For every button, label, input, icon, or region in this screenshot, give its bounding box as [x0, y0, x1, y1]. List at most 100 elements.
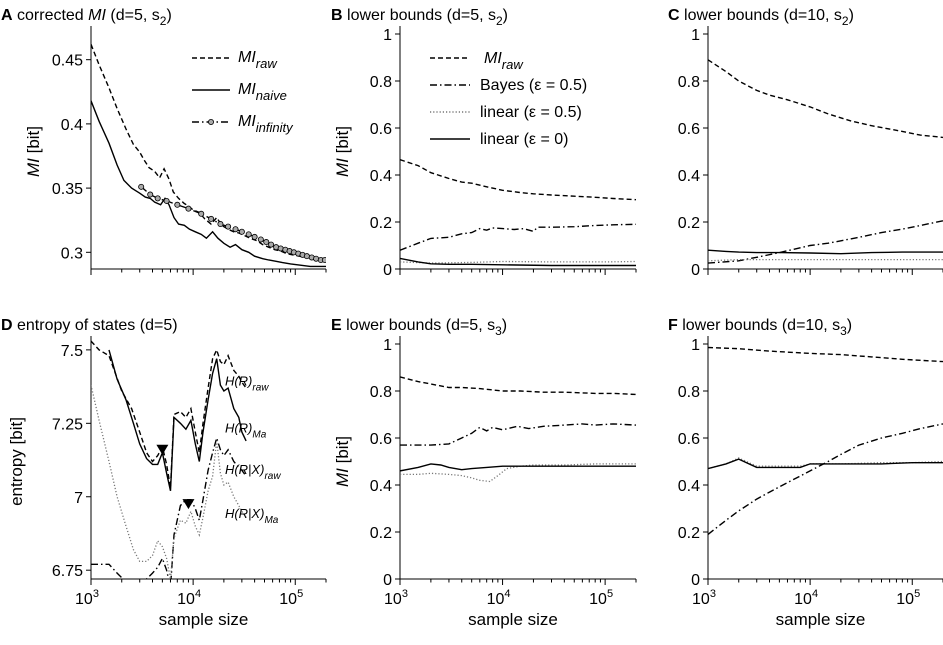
y-axis-label: entropy [bit]	[7, 417, 26, 506]
legend-label: Bayes (ε = 0.5)	[480, 77, 587, 94]
legend-label: MIinfinity	[238, 113, 294, 135]
y-tick-label: 0.2	[678, 525, 700, 542]
series-line-dashed	[708, 346, 943, 363]
y-tick-label: 0.6	[370, 121, 392, 138]
x-axis-label: sample size	[776, 610, 866, 629]
legend-label: MIraw	[238, 49, 278, 71]
legend: MIraw MInaive MIinfinity	[192, 49, 294, 135]
series-line-Ma	[108, 349, 247, 492]
panel-B: B lower bounds (d=5, s2) 0 0.2 0.4 0.6 0.8 1 MI…	[331, 7, 637, 279]
series-label: H(R)raw	[225, 374, 269, 394]
panel-title: B lower bounds (d=5, s2)	[331, 7, 508, 28]
y-tick-label: 0.8	[678, 74, 700, 91]
plot-area	[91, 44, 326, 268]
y-axis-label: MI [bit]	[333, 436, 352, 487]
y-tick-label: 1	[383, 337, 392, 354]
y-tick-label: 7.25	[52, 416, 83, 433]
x-tick-label: 103	[384, 588, 408, 608]
data-point-marker	[185, 205, 192, 212]
y-tick-label: 0.6	[678, 121, 700, 138]
series-line-solid	[708, 249, 943, 255]
y-tick-label: 0.8	[370, 384, 392, 401]
panel-A: A corrected MI (d=5, s2) 0.3 0.35 0.4 0.45 MI…	[1, 7, 327, 275]
y-tick-label: 0	[383, 572, 392, 589]
series-line-solid	[708, 458, 943, 470]
series-line-dashdot	[708, 220, 943, 264]
legend-label: linear (ε = 0)	[480, 131, 569, 148]
series-line-dashed	[400, 376, 636, 396]
legend: MIraw Bayes (ε = 0.5) linear (ε = 0.5) line…	[430, 50, 587, 148]
y-tick-label: 0	[691, 572, 700, 589]
data-point-marker	[232, 226, 239, 233]
plot-area	[400, 159, 636, 267]
legend-label: MIraw	[484, 50, 524, 72]
y-axis-label: MI [bit]	[24, 126, 43, 177]
x-tick-label: 105	[589, 588, 613, 608]
series-line-dashdot	[400, 423, 636, 446]
series-line-dashdot	[400, 223, 636, 251]
y-axis-label: MI [bit]	[333, 126, 352, 177]
x-axis-label: sample size	[159, 610, 249, 629]
data-point-marker	[245, 231, 252, 238]
data-point-marker	[257, 236, 264, 243]
y-tick-label: 1	[691, 27, 700, 44]
y-tick-label: 0.35	[52, 181, 83, 198]
x-tick-label: 103	[75, 588, 99, 608]
panel-title: E lower bounds (d=5, s3)	[331, 317, 507, 338]
panel-title: A corrected MI (d=5, s2)	[1, 7, 172, 28]
y-tick-label: 0.2	[678, 215, 700, 232]
data-point-marker	[303, 253, 310, 260]
panel-E: E lower bounds (d=5, s3) 0 0.2 0.4 0.6 0.8 1 10…	[331, 317, 637, 629]
x-tick-label: 105	[896, 588, 920, 608]
data-point-marker	[238, 228, 245, 235]
y-tick-label: 0.2	[370, 215, 392, 232]
y-tick-label: 0.45	[52, 53, 83, 70]
data-point-marker	[163, 197, 170, 204]
data-point-marker	[147, 191, 154, 198]
panel-C: C lower bounds (d=10, s2) 0 0.2 0.4 0.6 0.8 1	[668, 7, 943, 279]
legend-label: MInaive	[238, 81, 287, 103]
x-tick-label: 103	[692, 588, 716, 608]
series-line-infinity	[140, 186, 325, 261]
plot-area	[708, 59, 943, 264]
plot-area	[708, 346, 943, 535]
data-point-marker	[268, 241, 275, 248]
series-label: H(R|X)raw	[225, 462, 281, 482]
legend-label: linear (ε = 0.5)	[480, 104, 582, 121]
legend-marker	[207, 119, 214, 126]
data-point-marker	[198, 210, 205, 217]
data-point-marker	[263, 239, 270, 246]
y-tick-label: 0	[383, 262, 392, 279]
series-line-dashed	[708, 59, 943, 139]
y-tick-label: 0.8	[370, 74, 392, 91]
plot-area	[91, 340, 247, 579]
panel-F: F lower bounds (d=10, s3) 0 0.2 0.4 0.6 0.8 1 1…	[668, 317, 943, 629]
series-line-raw	[91, 44, 326, 261]
data-point-marker	[174, 201, 181, 208]
y-tick-label: 7	[74, 490, 83, 507]
series-label: H(R|X)Ma	[225, 506, 279, 526]
y-tick-label: 1	[383, 27, 392, 44]
series-line-dotted	[400, 260, 636, 264]
triangle-marker	[156, 444, 169, 455]
data-point-marker	[208, 215, 215, 222]
triangle-marker	[182, 499, 195, 510]
series-line-dotted	[400, 463, 636, 483]
y-tick-label: 0.6	[370, 431, 392, 448]
y-tick-label: 0.8	[678, 384, 700, 401]
panel-title: D entropy of states (d=5)	[1, 317, 178, 334]
panel-title: C lower bounds (d=10, s2)	[668, 7, 854, 28]
y-tick-label: 1	[691, 337, 700, 354]
x-tick-label: 104	[487, 588, 511, 608]
plot-area	[400, 376, 636, 483]
series-line-solid	[400, 257, 636, 267]
y-tick-label: 6.75	[52, 563, 83, 580]
y-tick-label: 0.4	[61, 117, 83, 134]
series-line-solid	[400, 463, 636, 472]
data-point-marker	[138, 183, 145, 190]
series-line-dashdot	[708, 423, 943, 535]
y-tick-label: 0	[691, 262, 700, 279]
y-tick-label: 0.4	[370, 168, 392, 185]
y-tick-label: 0.4	[678, 478, 700, 495]
x-tick-label: 105	[279, 588, 303, 608]
